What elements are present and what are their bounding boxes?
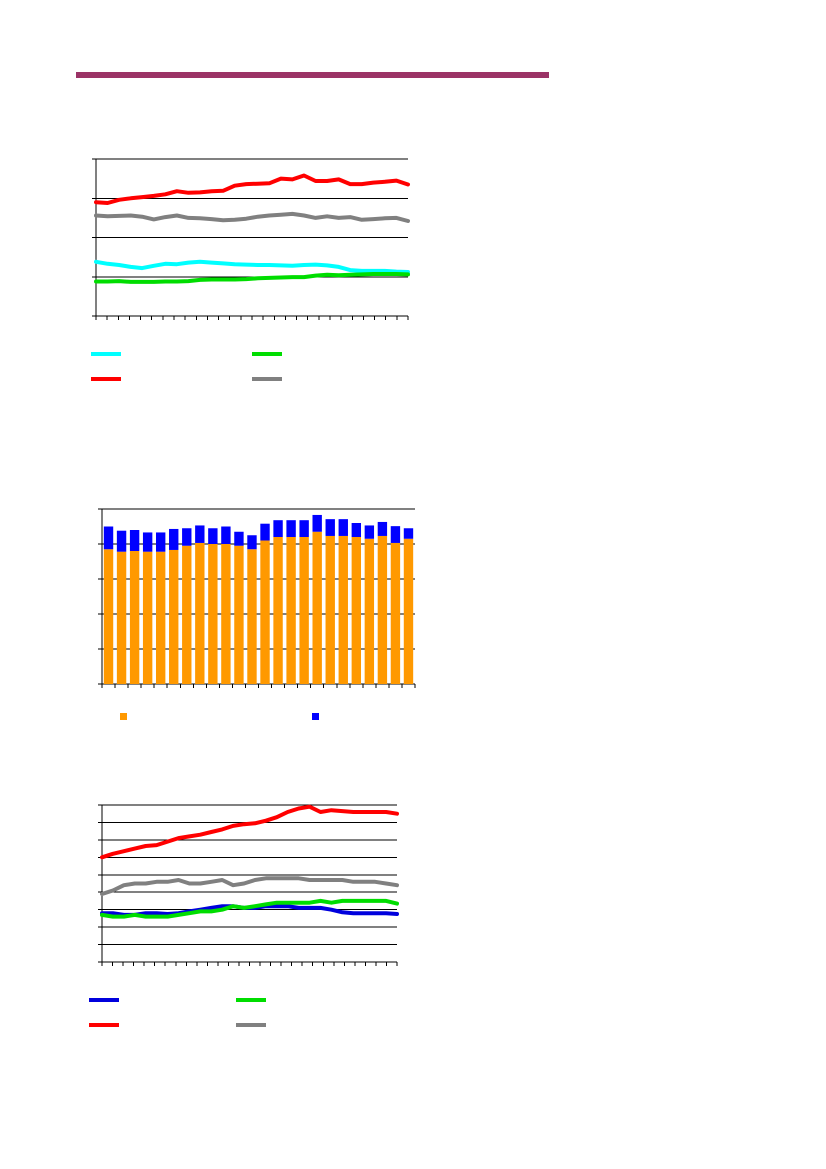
bar-segment-2 xyxy=(195,525,205,543)
bar-segment-2 xyxy=(116,530,127,552)
bar-segment-2 xyxy=(234,531,244,546)
legend-swatch-2 xyxy=(312,713,319,720)
bar-segment-2 xyxy=(312,514,322,532)
line-chart-1 xyxy=(91,158,410,381)
bar-segment-2 xyxy=(377,521,388,536)
series-line-2 xyxy=(94,272,410,284)
series-line-1 xyxy=(94,259,410,274)
bar-segment-1 xyxy=(129,551,140,684)
bar-segment-2 xyxy=(247,535,257,550)
bar-segment-1 xyxy=(116,551,127,684)
series-line-3 xyxy=(94,173,410,205)
bar-segment-2 xyxy=(403,528,414,539)
legend-swatch-1 xyxy=(120,713,127,720)
bar-segment-1 xyxy=(390,542,401,684)
bar-segment-2 xyxy=(182,528,192,546)
bar-segment-1 xyxy=(351,537,362,684)
bar-segment-1 xyxy=(221,544,231,684)
bar-segment-1 xyxy=(325,535,335,684)
bar-segment-1 xyxy=(377,535,388,684)
line-chart-2 xyxy=(89,804,399,1027)
bar-segment-1 xyxy=(195,542,205,684)
bar-segment-1 xyxy=(155,551,166,684)
bar-segment-2 xyxy=(221,526,231,544)
stacked-bar-chart xyxy=(98,508,416,720)
bar-segment-2 xyxy=(260,523,270,541)
bar-segment-1 xyxy=(286,537,296,684)
bar-segment-1 xyxy=(234,545,244,684)
series-line-4 xyxy=(94,211,410,223)
bar-segment-2 xyxy=(286,520,296,537)
bar-segment-2 xyxy=(103,526,114,550)
bar-segment-2 xyxy=(390,526,401,543)
bar-segment-2 xyxy=(155,532,166,552)
bar-segment-1 xyxy=(247,549,257,684)
bar-segment-1 xyxy=(312,531,322,684)
bar-segment-1 xyxy=(273,537,283,684)
bar-segment-2 xyxy=(142,532,153,552)
bar-segment-1 xyxy=(403,538,414,684)
bar-segment-2 xyxy=(364,525,375,539)
bar-segment-2 xyxy=(338,519,348,536)
bar-segment-1 xyxy=(142,551,153,684)
bar-segment-2 xyxy=(129,530,140,551)
series-line-2 xyxy=(100,898,399,919)
bar-segment-1 xyxy=(169,549,179,684)
bar-segment-2 xyxy=(299,520,309,537)
bar-segment-1 xyxy=(338,535,348,684)
bar-segment-1 xyxy=(364,538,375,684)
bar-segment-1 xyxy=(182,545,192,684)
bar-segment-1 xyxy=(103,549,114,684)
series-line-4 xyxy=(100,876,399,896)
bar-segment-2 xyxy=(325,519,335,536)
bar-segment-2 xyxy=(351,523,362,537)
bar-segment-2 xyxy=(208,528,218,544)
bar-segment-2 xyxy=(273,520,283,537)
bar-segment-1 xyxy=(299,537,309,684)
section-rule xyxy=(76,72,549,78)
bar-segment-1 xyxy=(260,540,270,684)
series-line-3 xyxy=(100,804,399,860)
bar-segment-2 xyxy=(169,528,179,550)
bar-segment-1 xyxy=(208,544,218,684)
